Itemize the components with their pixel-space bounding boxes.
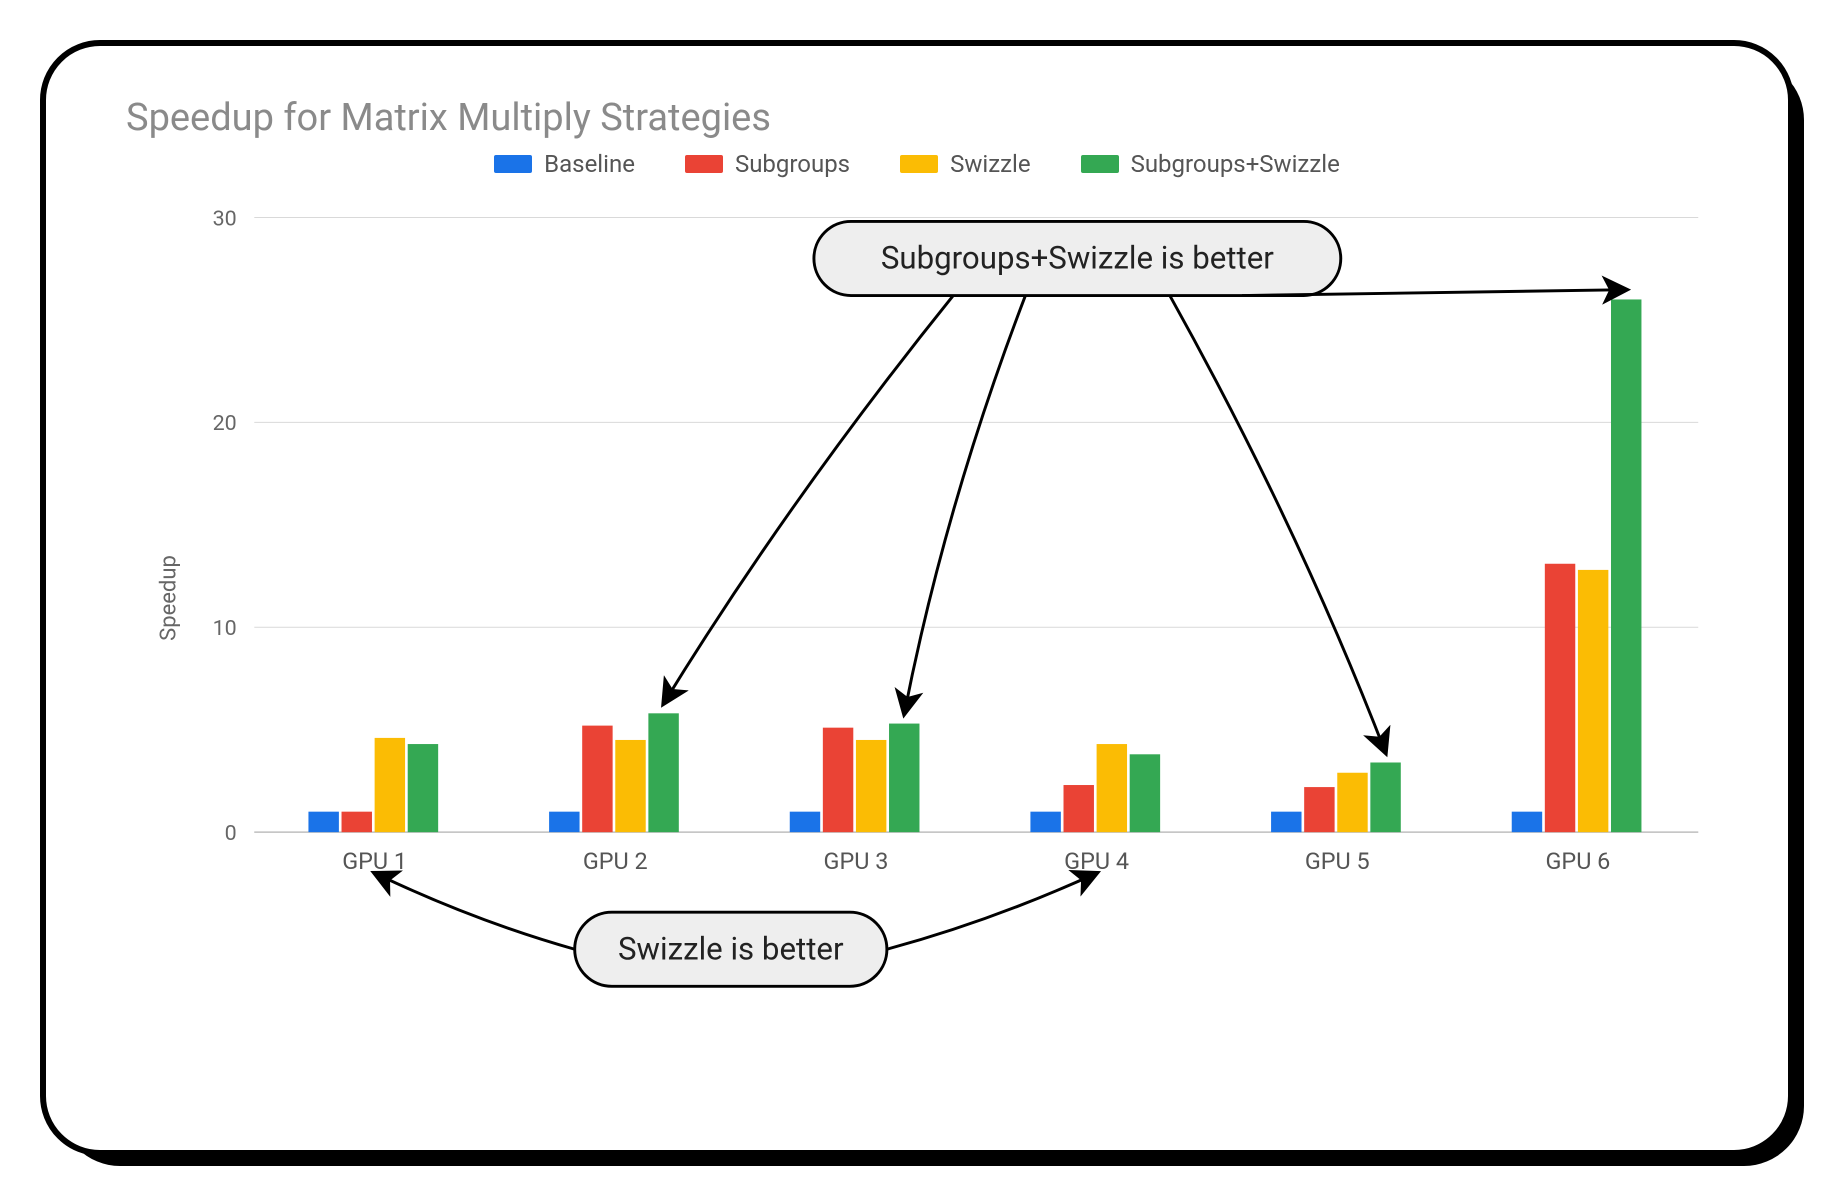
callout-arrow xyxy=(664,296,954,704)
svg-text:Subgroups+Swizzle is better: Subgroups+Swizzle is better xyxy=(881,240,1274,277)
svg-text:GPU 3: GPU 3 xyxy=(824,847,889,875)
bar xyxy=(1130,754,1160,832)
card-surface: Speedup for Matrix Multiply Strategies B… xyxy=(40,40,1794,1156)
bar xyxy=(889,724,919,833)
svg-text:0: 0 xyxy=(225,821,237,846)
legend-label: Swizzle xyxy=(950,150,1031,178)
legend-item: Swizzle xyxy=(900,150,1031,178)
svg-text:GPU 5: GPU 5 xyxy=(1305,847,1370,875)
bar xyxy=(342,812,372,832)
bar xyxy=(408,744,438,832)
legend-swatch xyxy=(900,155,938,173)
chart-title: Speedup for Matrix Multiply Strategies xyxy=(126,96,1728,140)
bar xyxy=(823,728,853,832)
callout-bottom: Swizzle is better xyxy=(575,912,887,986)
legend-item: Subgroups+Swizzle xyxy=(1081,150,1340,178)
chart-card: Speedup for Matrix Multiply Strategies B… xyxy=(40,40,1794,1156)
bar xyxy=(308,812,338,832)
legend-label: Subgroups+Swizzle xyxy=(1131,150,1340,178)
svg-text:GPU 2: GPU 2 xyxy=(583,847,648,875)
bar xyxy=(1304,787,1334,832)
legend-swatch xyxy=(685,155,723,173)
bar xyxy=(1611,299,1641,832)
bar xyxy=(375,738,405,832)
legend-swatch xyxy=(494,155,532,173)
svg-text:Swizzle is better: Swizzle is better xyxy=(618,930,844,967)
svg-text:GPU 1: GPU 1 xyxy=(342,847,407,875)
bar xyxy=(549,812,579,832)
legend-label: Subgroups xyxy=(735,150,850,178)
svg-text:30: 30 xyxy=(213,206,237,231)
callout-arrow xyxy=(1170,296,1386,753)
bar xyxy=(615,740,645,832)
bar xyxy=(856,740,886,832)
chart-svg: 0 10 20 30 GPU 1 GPU 2 GPU 3 GPU 4 GPU 5 GPU 6 Sub… xyxy=(186,188,1708,1008)
callout-arrow xyxy=(887,873,1097,949)
bar xyxy=(1064,785,1094,832)
chart-zone: Speedup 0102030GPU 1GPU 2GPU 3GPU 4GPU 5… xyxy=(186,188,1708,1008)
legend-item: Baseline xyxy=(494,150,635,178)
legend-label: Baseline xyxy=(544,150,635,178)
bar xyxy=(1545,564,1575,832)
bar xyxy=(1271,812,1301,832)
y-axis-label: Speedup xyxy=(156,555,181,641)
svg-text:GPU 6: GPU 6 xyxy=(1545,847,1610,875)
bar xyxy=(1337,773,1367,832)
bar xyxy=(1030,812,1060,832)
bar xyxy=(648,713,678,832)
bar xyxy=(1097,744,1127,832)
legend-swatch xyxy=(1081,155,1119,173)
bar xyxy=(1370,762,1400,832)
legend-item: Subgroups xyxy=(685,150,850,178)
callout-arrow xyxy=(904,296,1025,714)
bar xyxy=(582,726,612,833)
callout-top: Subgroups+Swizzle is better xyxy=(814,221,1341,295)
legend: Baseline Subgroups Swizzle Subgroups+Swizzl… xyxy=(106,150,1728,178)
svg-text:20: 20 xyxy=(213,411,237,436)
callout-arrow xyxy=(375,873,575,949)
svg-text:GPU 4: GPU 4 xyxy=(1064,847,1129,875)
bar xyxy=(1512,812,1542,832)
bar xyxy=(1578,570,1608,832)
svg-text:10: 10 xyxy=(213,616,237,641)
bar xyxy=(790,812,820,832)
